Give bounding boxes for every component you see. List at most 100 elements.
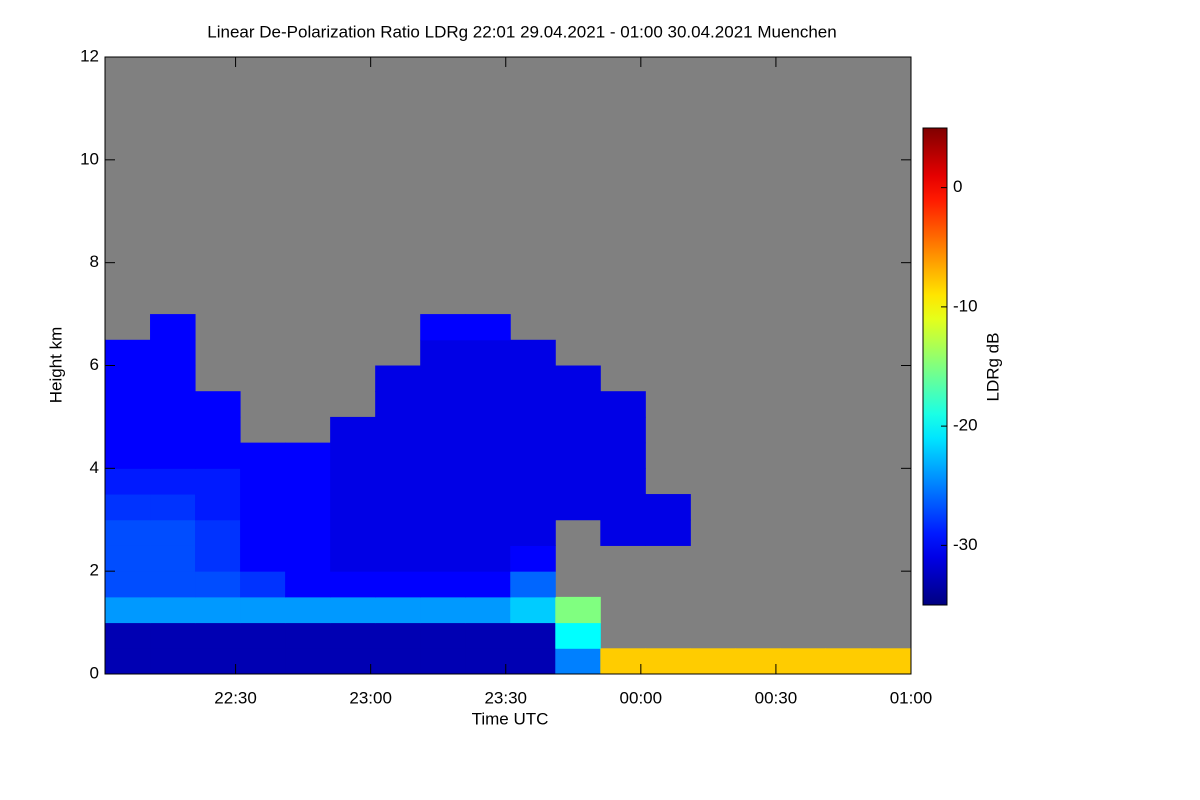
heatmap-cell xyxy=(375,648,421,674)
heatmap-cell xyxy=(375,519,421,546)
heatmap-cell xyxy=(510,391,556,418)
heatmap-cell xyxy=(465,416,511,444)
heatmap-cell xyxy=(510,339,556,366)
heatmap-cell xyxy=(420,545,466,572)
heatmap-cell xyxy=(555,391,601,418)
heatmap-cell xyxy=(375,468,421,495)
heatmap-cell xyxy=(645,519,691,546)
heatmap-cell xyxy=(240,622,286,649)
heatmap-cell xyxy=(240,442,286,469)
y-tick-label: 0 xyxy=(90,663,99,682)
heatmap-cell xyxy=(240,571,286,598)
heatmap-cell xyxy=(465,391,511,418)
heatmap-cell xyxy=(105,416,151,444)
heatmap-cell xyxy=(465,545,511,572)
heatmap-cell xyxy=(375,416,421,444)
heatmap-cell xyxy=(420,468,466,495)
heatmap-cell xyxy=(105,365,151,392)
heatmap-cell xyxy=(465,648,511,674)
x-tick-label: 01:00 xyxy=(890,688,933,707)
heatmap-cell xyxy=(330,545,376,572)
colorbar xyxy=(922,127,948,606)
heatmap-cell xyxy=(240,648,286,674)
heatmap-cells xyxy=(105,314,911,674)
heatmap-cell xyxy=(375,545,421,572)
heatmap-cell xyxy=(330,442,376,469)
heatmap-cell xyxy=(465,622,511,649)
heatmap-cell xyxy=(105,494,151,521)
heatmap-cell xyxy=(420,416,466,444)
heatmap-cell xyxy=(150,545,196,572)
colorbar-label: LDRg dB xyxy=(983,333,1002,402)
heatmap-cell xyxy=(150,468,196,495)
heatmap-cell xyxy=(105,339,151,366)
y-tick-label: 2 xyxy=(90,561,99,580)
heatmap-cell xyxy=(510,468,556,495)
heatmap-cell xyxy=(510,365,556,392)
heatmap-cell xyxy=(330,468,376,495)
heatmap-cell xyxy=(465,596,511,624)
heatmap-cell xyxy=(240,545,286,572)
heatmap-cell xyxy=(195,391,241,418)
heatmap-cell xyxy=(330,596,376,624)
heatmap-cell xyxy=(150,365,196,392)
x-tick-label: 23:00 xyxy=(349,688,392,707)
heatmap-cell xyxy=(555,494,601,521)
heatmap-cell xyxy=(195,648,241,674)
heatmap-cell xyxy=(600,648,646,674)
heatmap-cell xyxy=(465,519,511,546)
heatmap-cell xyxy=(780,648,826,674)
heatmap-cell xyxy=(555,416,601,444)
heatmap-cell xyxy=(510,494,556,521)
heatmap-cell xyxy=(510,416,556,444)
heatmap-cell xyxy=(510,648,556,674)
heatmap-cell xyxy=(420,648,466,674)
heatmap-cell xyxy=(375,442,421,469)
heatmap-cell xyxy=(375,365,421,392)
x-tick-label: 00:30 xyxy=(755,688,798,707)
heatmap-cell xyxy=(420,365,466,392)
heatmap-cell xyxy=(375,596,421,624)
colorbar-tick-label: -30 xyxy=(953,535,978,554)
heatmap-cell xyxy=(555,648,601,674)
heatmap-cell xyxy=(150,519,196,546)
y-axis-label: Height km xyxy=(46,327,65,404)
x-axis-label: Time UTC xyxy=(472,709,549,728)
heatmap-cell xyxy=(195,622,241,649)
heatmap-cell xyxy=(105,391,151,418)
heatmap-cell xyxy=(150,339,196,366)
heatmap-cell xyxy=(600,442,646,469)
heatmap-cell xyxy=(735,648,781,674)
heatmap-cell xyxy=(285,596,331,624)
heatmap-cell xyxy=(510,622,556,649)
x-tick-label: 22:30 xyxy=(214,688,257,707)
heatmap-cell xyxy=(375,571,421,598)
heatmap-cell xyxy=(555,596,601,624)
heatmap-cell xyxy=(465,571,511,598)
heatmap-cell xyxy=(195,545,241,572)
heatmap-cell xyxy=(555,365,601,392)
heatmap-cell xyxy=(465,442,511,469)
heatmap-cell xyxy=(645,494,691,521)
heatmap-cell xyxy=(105,468,151,495)
heatmap-cell xyxy=(600,416,646,444)
heatmap-cell xyxy=(150,391,196,418)
heatmap-cell xyxy=(555,442,601,469)
heatmap-cell xyxy=(420,596,466,624)
heatmap-cell xyxy=(330,571,376,598)
heatmap-cell xyxy=(240,596,286,624)
heatmap-cell xyxy=(420,442,466,469)
heatmap-cell xyxy=(375,622,421,649)
heatmap-cell xyxy=(195,468,241,495)
heatmap-cell xyxy=(510,571,556,598)
x-tick-label: 23:30 xyxy=(484,688,527,707)
heatmap-cell xyxy=(105,596,151,624)
heatmap-cell xyxy=(330,519,376,546)
heatmap-cell xyxy=(420,339,466,366)
heatmap-cell xyxy=(285,622,331,649)
heatmap-cell xyxy=(285,494,331,521)
heatmap-cell xyxy=(330,648,376,674)
heatmap-cell xyxy=(195,442,241,469)
heatmap-cell xyxy=(465,314,511,341)
